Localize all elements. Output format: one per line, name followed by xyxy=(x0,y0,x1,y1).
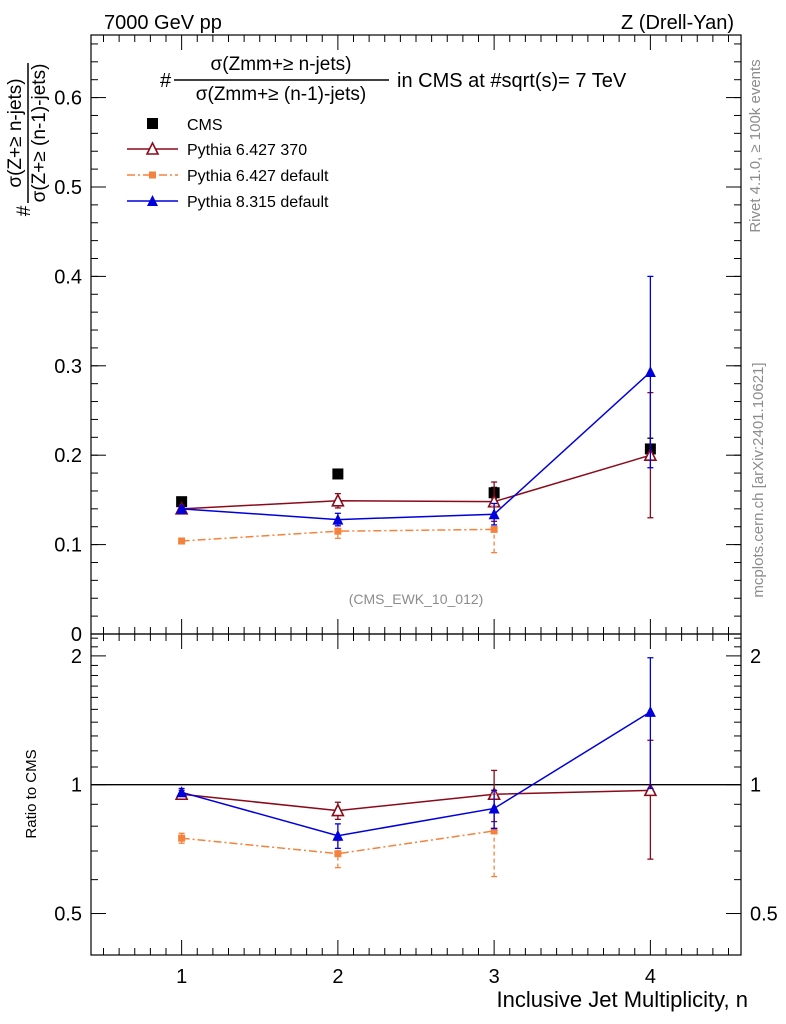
main-point-pythia8 xyxy=(644,366,656,378)
legend-marker-cms xyxy=(147,118,158,129)
ratio-y-tick-label: 0.5 xyxy=(54,904,82,926)
legend-entry-pythia6-370: Pythia 6.427 370 xyxy=(127,141,307,159)
rivet-label: Rivet 4.1.0, ≥ 100k events xyxy=(747,59,764,232)
ratio-point-pythia6_370 xyxy=(331,802,345,817)
main-point-pythia6_default xyxy=(490,525,498,533)
legend-marker-pythia6-370 xyxy=(145,141,160,155)
ratio-y-tick-label-right: 0.5 xyxy=(750,904,778,926)
header-left: 7000 GeV pp xyxy=(104,12,222,34)
ratio-y-tick-label-right: 2 xyxy=(750,646,761,668)
ratio-line-pythia6_370 xyxy=(181,789,651,812)
legend-label-pythia8: Pythia 8.315 default xyxy=(187,194,329,211)
legend-label-pythia6-default: Pythia 6.427 default xyxy=(187,168,329,185)
main-y-tick-label: 0.6 xyxy=(54,88,82,110)
ratio-panel: 0.5 0.5 1 1 2 2 1 2 3 4 xyxy=(54,633,778,988)
main-ylabel-den: σ(Z+≥ (n-1)-jets) xyxy=(29,64,50,203)
main-y-tick-label: 0.3 xyxy=(54,356,82,378)
x-tick-label: 1 xyxy=(176,966,187,988)
legend-marker-pythia6-default xyxy=(149,171,156,179)
ratio-line-pythia6_default xyxy=(181,830,495,855)
ratio-line-pythia8 xyxy=(181,711,651,837)
x-tick-label: 4 xyxy=(645,966,656,988)
ratio-point-pythia6_default xyxy=(334,850,342,858)
header-right: Z (Drell-Yan) xyxy=(621,12,734,34)
ratio-point-pythia6_default xyxy=(178,834,186,842)
ratio-y-tick-label-right: 1 xyxy=(750,775,761,797)
x-axis-label: Inclusive Jet Multiplicity, n xyxy=(497,987,748,1012)
legend-title-hash: # xyxy=(160,70,172,92)
legend-title: # σ(Zmm+≥ n-jets) σ(Zmm+≥ (n-1)-jets) in… xyxy=(160,54,627,105)
legend-title-den: σ(Zmm+≥ (n-1)-jets) xyxy=(196,84,366,105)
main-point-pythia8 xyxy=(176,502,188,514)
legend-entry-pythia6-default: Pythia 6.427 default xyxy=(127,168,329,185)
ratio-y-tick-label: 1 xyxy=(71,775,82,797)
ratio-point-pythia8 xyxy=(176,786,188,798)
legend-title-num: σ(Zmm+≥ n-jets) xyxy=(211,54,352,75)
legend-entry-cms: CMS xyxy=(147,117,223,134)
ratio-ylabel: Ratio to CMS xyxy=(23,749,40,838)
main-y-tick-label: 0.2 xyxy=(54,445,82,467)
main-line-pythia6_370 xyxy=(181,454,651,510)
main-point-cms xyxy=(332,468,344,480)
ratio-point-pythia6_370 xyxy=(643,782,658,797)
main-point-pythia8 xyxy=(488,508,500,520)
main-ylabel: # σ(Z+≥ n-jets) σ(Z+≥ (n-1)-jets) xyxy=(5,63,50,216)
x-tick-label: 3 xyxy=(489,966,500,988)
main-y-tick-label: 0.5 xyxy=(54,177,82,199)
legend-entry-pythia8: Pythia 8.315 default xyxy=(127,194,329,211)
ratio-point-pythia8 xyxy=(644,705,656,717)
main-point-pythia6_370 xyxy=(331,493,345,507)
main-ylabel-num: σ(Z+≥ n-jets) xyxy=(5,78,26,187)
legend: CMS Pythia 6.427 370 Pythia 6.427 defaul… xyxy=(127,117,329,211)
main-point-pythia6_default xyxy=(334,527,342,535)
ratio-y-tick-label: 2 xyxy=(71,646,82,668)
main-y-tick-label: 0.1 xyxy=(54,535,82,557)
analysis-watermark: (CMS_EWK_10_012) xyxy=(349,591,484,607)
main-ylabel-hash: # xyxy=(14,205,35,216)
ratio-point-pythia8 xyxy=(332,829,344,841)
main-point-pythia6_default xyxy=(178,537,186,545)
legend-label-cms: CMS xyxy=(187,117,223,134)
legend-marker-pythia8 xyxy=(147,195,158,206)
x-tick-label: 2 xyxy=(332,966,343,988)
ratio-point-pythia6_default xyxy=(490,827,498,835)
main-y-tick-label: 0.4 xyxy=(54,266,82,288)
main-point-pythia8 xyxy=(332,513,344,525)
legend-label-pythia6-370: Pythia 6.427 370 xyxy=(187,142,307,159)
main-y-tick-label: 0 xyxy=(71,624,82,646)
legend-title-rest: in CMS at #sqrt(s)= 7 TeV xyxy=(397,70,627,92)
main-line-pythia8 xyxy=(181,371,651,521)
ratio-point-pythia8 xyxy=(488,802,500,814)
main-panel: 0 0.1 0.2 0.3 0.4 0.5 0.6 xyxy=(54,34,742,646)
mcplots-label: mcplots.cern.ch [arXiv:2401.10621] xyxy=(750,362,767,597)
